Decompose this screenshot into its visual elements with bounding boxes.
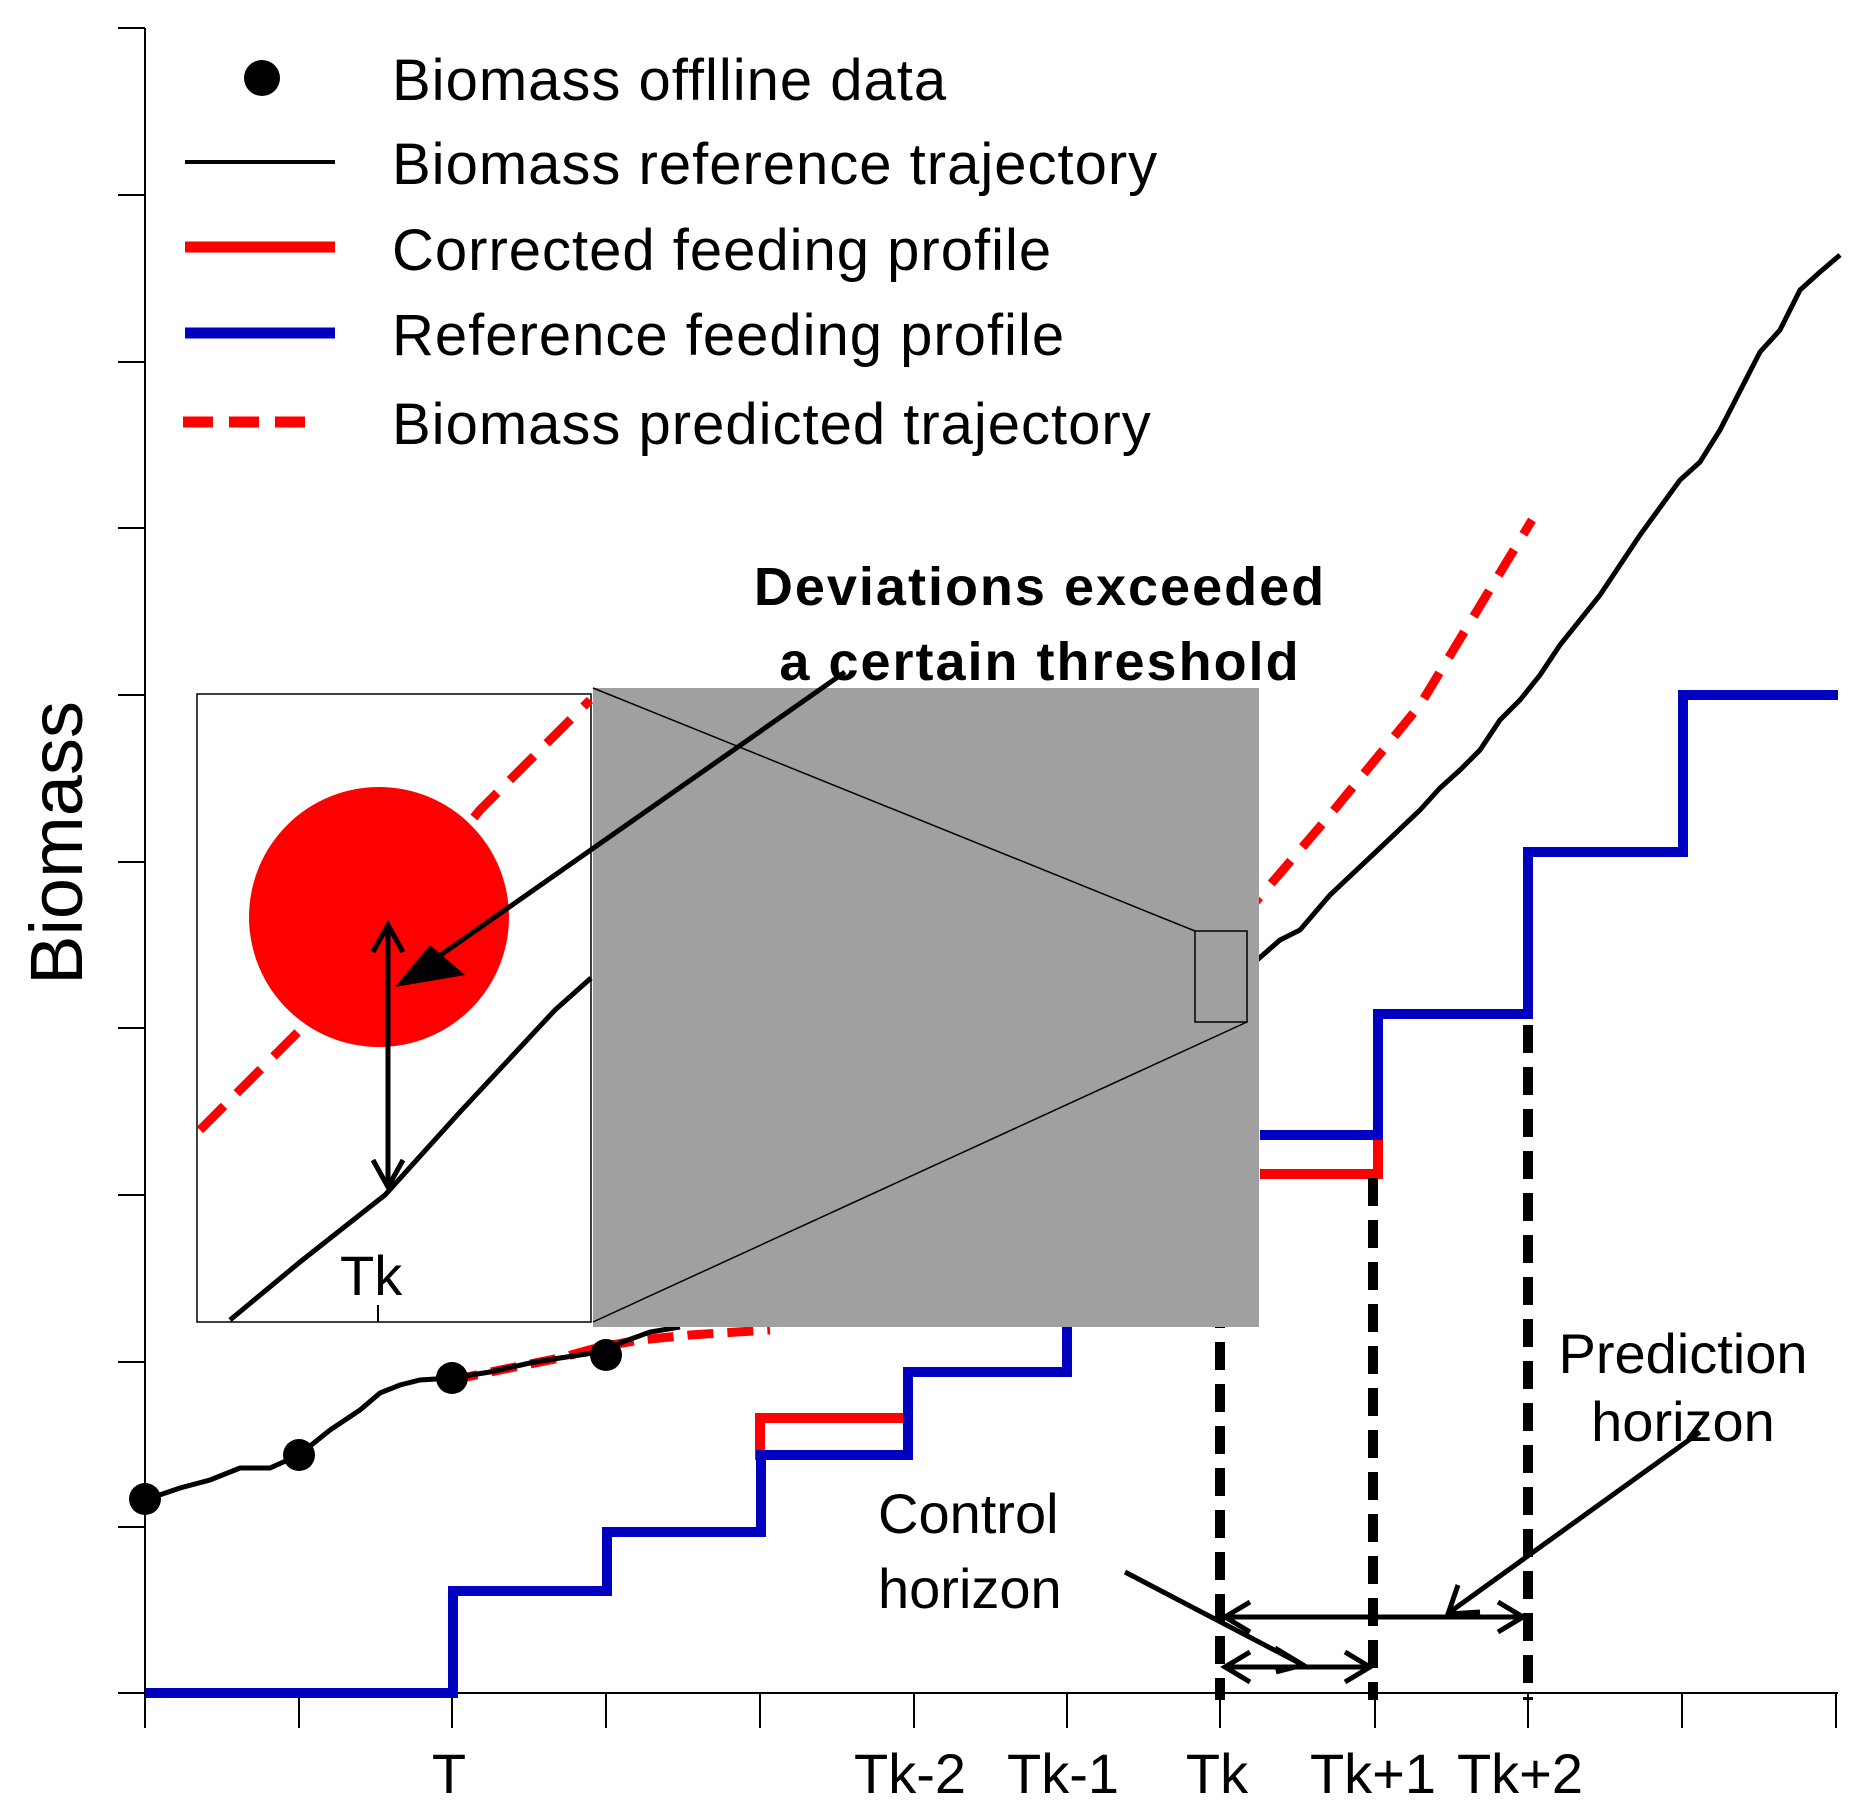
legend-item-corrected-feeding: Corrected feeding profile [185,218,1052,283]
deviation-pointer [403,669,847,983]
zoom-inset: Tk [196,693,594,1323]
control-horizon-label-1: Control [878,1482,1059,1545]
reference-trajectory-upper [1238,253,1842,977]
control-horizon-label-2: horizon [878,1557,1062,1620]
horizon-markers [1215,1025,1533,1700]
offline-data-markers [129,1339,622,1515]
data-point [436,1362,468,1394]
prediction-label-pointer [1448,1429,1702,1615]
zoom-edge-bottom [592,1021,1248,1323]
tick-label-tk-2: Tk-2 [854,1742,966,1805]
reference-feeding-profile-upper [1260,690,1838,1140]
x-ticks [144,1693,1837,1728]
legend-label: Biomass reference trajectory [392,132,1158,197]
deviation-label-line1: Deviations exceeded [754,557,1326,617]
data-point [590,1339,622,1371]
tick-label-t: T [432,1742,466,1805]
tick-label-tk+1: Tk+1 [1310,1742,1436,1805]
legend-item-offline-data: Biomass offlline data [244,48,947,113]
legend-label: Corrected feeding profile [392,218,1052,283]
x-tick-labels: T Tk-2 Tk-1 Tk Tk+1 Tk+2 [432,1742,1583,1805]
prediction-horizon-label-2: horizon [1591,1390,1775,1453]
deviation-label-line2: a certain threshold [779,632,1300,692]
y-axis-label: Biomass [15,701,98,985]
tick-label-tk: Tk [1186,1742,1249,1805]
tick-label-tk+2: Tk+2 [1457,1742,1583,1805]
horizon-arrows [1123,1429,1702,1685]
legend-label: Reference feeding profile [392,303,1065,368]
predicted-trajectory-upper [1236,517,1536,923]
legend-item-predicted-trajectory: Biomass predicted trajectory [183,392,1152,457]
zoom-source-box [1194,930,1248,1023]
legend-label: Biomass offlline data [392,48,947,113]
corrected-feeding-profile-upper [1260,1140,1383,1179]
axes: Biomass T Tk-2 Tk-1 Tk Tk+1 Tk+2 [15,27,1838,1805]
legend: Biomass offlline data Biomass reference … [183,48,1158,457]
control-label-pointer [1123,1569,1305,1668]
deviation-pointer-head [395,945,465,987]
prediction-horizon-label-1: Prediction [1558,1322,1807,1385]
inset-tk-label: Tk [340,1244,403,1307]
inset-reference-trajectory [228,976,593,1322]
deviation-circle [249,787,509,1047]
zoom-projection [593,688,1259,1327]
zoom-edge-top [592,687,1196,932]
y-ticks [118,27,145,1694]
legend-item-reference-trajectory: Biomass reference trajectory [185,132,1158,197]
legend-marker [244,60,280,96]
tick-label-tk-1: Tk-1 [1007,1742,1119,1805]
legend-label: Biomass predicted trajectory [392,392,1152,457]
legend-item-reference-feeding: Reference feeding profile [185,303,1065,368]
reference-feeding-profile [145,1327,1072,1698]
data-point [129,1483,161,1515]
corrected-feeding-profile-lower [755,1413,906,1460]
data-point [283,1439,315,1471]
